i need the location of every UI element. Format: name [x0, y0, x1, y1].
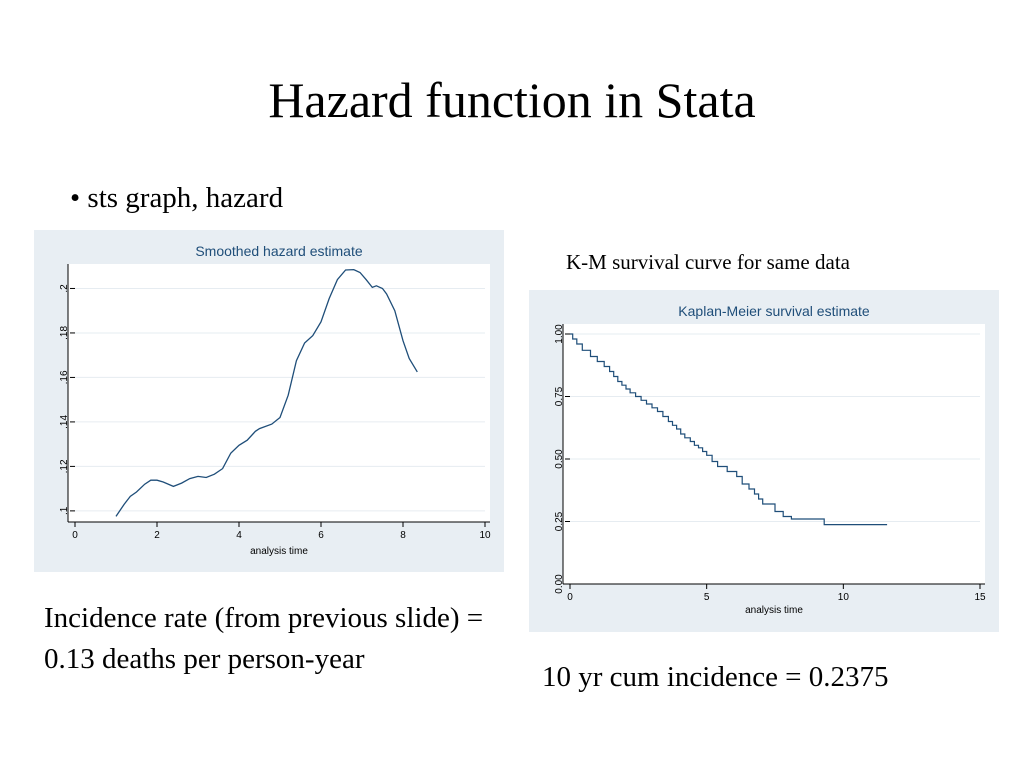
km-x-tick-label: 0	[567, 592, 573, 603]
km-y-tick-label: 0.50	[554, 449, 565, 469]
km-series-line	[570, 333, 888, 526]
km-y-tick-label: 0.25	[554, 511, 565, 531]
hz-y-tick-label: .14	[59, 415, 70, 429]
hazard-chart-svg: Smoothed hazard estimate .1 .12 .14 .16 .18.…	[59, 243, 491, 557]
km-chart: Kaplan-Meier survival estimate 0.00 0.25 0…	[529, 290, 999, 632]
km-x-tick-label: 15	[974, 592, 986, 603]
cum-incidence-note: 10 yr cum incidence = 0.2375	[542, 661, 889, 693]
hz-x-tick-label: 2	[154, 530, 160, 541]
hz-x-tick-label: 6	[318, 530, 324, 541]
hazard-chart: Smoothed hazard estimate .1 .12 .14 .16 .18.…	[34, 230, 504, 572]
hz-x-tick-label: 10	[479, 530, 491, 541]
hz-y-tick-label: .2	[59, 284, 70, 293]
hazard-chart-title: Smoothed hazard estimate	[195, 243, 363, 259]
km-chart-title: Kaplan-Meier survival estimate	[678, 303, 870, 319]
km-y-tick-label: 0.00	[554, 574, 565, 594]
hz-y-tick-label: .18	[59, 326, 70, 340]
km-y-tick-label: 1.00	[554, 324, 565, 344]
km-chart-svg: Kaplan-Meier survival estimate 0.00 0.25 0…	[554, 303, 986, 616]
hz-y-tick-label: .1	[59, 506, 70, 515]
km-caption: K-M survival curve for same data	[566, 250, 850, 274]
slide-title: Hazard function in Stata	[268, 72, 756, 128]
hz-x-tick-label: 8	[400, 530, 406, 541]
hz-x-tick-label: 0	[72, 530, 78, 541]
hz-x-tick-label: 4	[236, 530, 242, 541]
hz-y-tick-label: .12	[59, 459, 70, 473]
hazard-x-axis-label: analysis time	[250, 546, 308, 557]
bullet-text: • sts graph, hazard	[70, 182, 284, 214]
km-x-axis-label: analysis time	[745, 605, 803, 616]
hazard-series-line	[115, 268, 418, 517]
km-x-tick-label: 5	[704, 592, 710, 603]
km-y-tick-label: 0.75	[554, 386, 565, 406]
km-x-tick-label: 10	[838, 592, 850, 603]
hz-y-tick-label: .16	[59, 370, 70, 384]
incidence-rate-note: Incidence rate (from previous slide) = 0…	[44, 602, 484, 675]
hazard-plot-area	[68, 264, 490, 522]
km-plot-area	[563, 324, 985, 584]
